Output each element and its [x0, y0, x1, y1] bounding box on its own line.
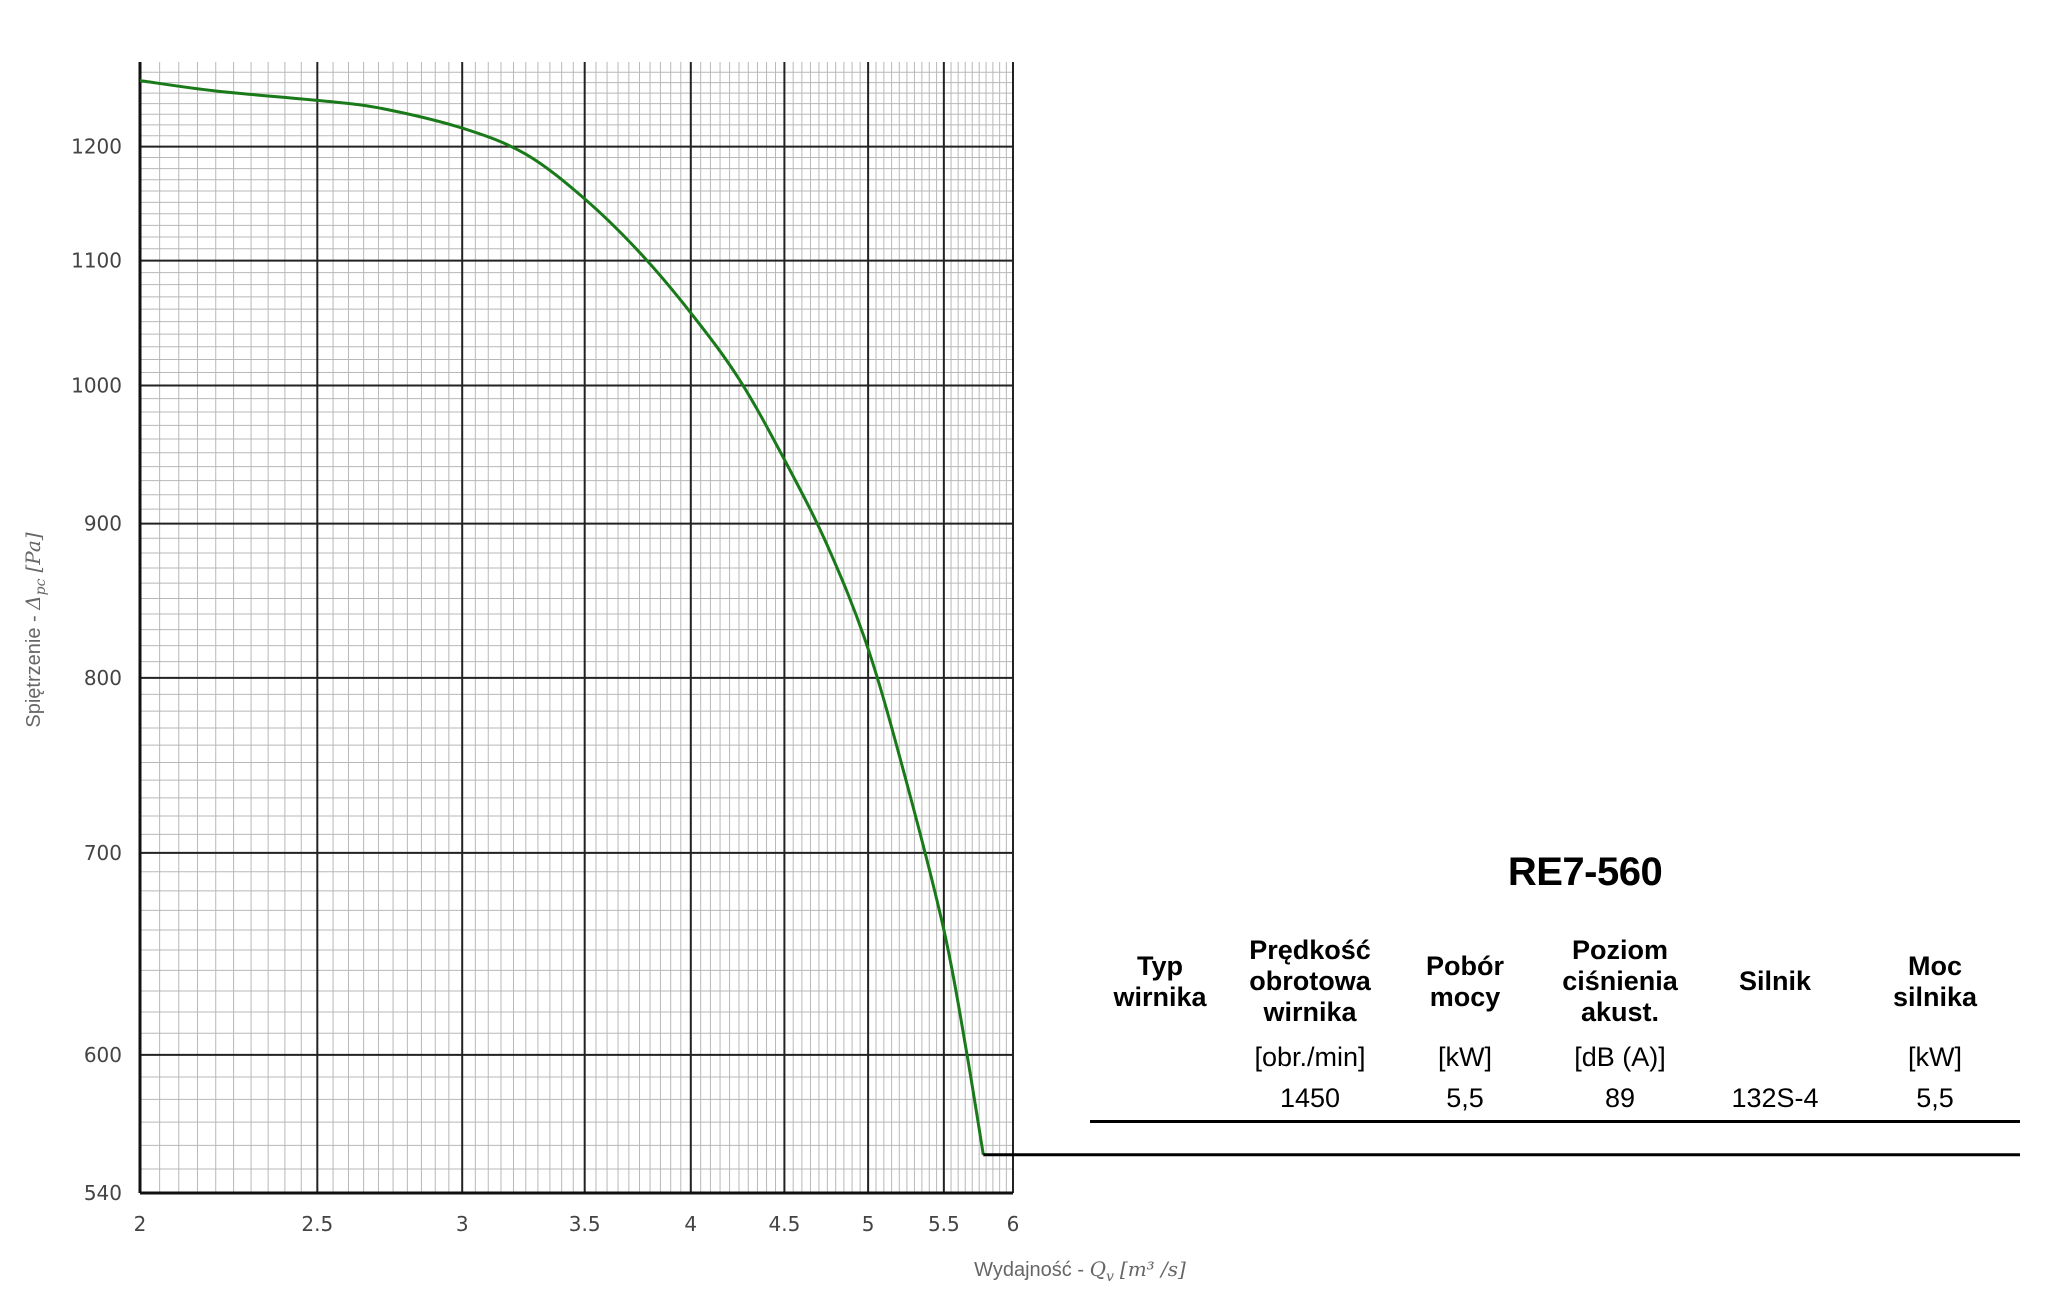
- y-axis-label: Spiętrzenie - Δpc[Pa]: [21, 532, 49, 727]
- header-power-consumption: Pobór mocy: [1426, 950, 1504, 1012]
- y-tick-label: 800: [84, 666, 122, 690]
- x-tick-label: 4.5: [768, 1212, 800, 1236]
- minor-grid: [140, 62, 1013, 1193]
- spec-table: Typ wirnika Prędkość obrotowa wirnika Pobór…: [1090, 935, 2020, 1123]
- x-tick-label: 2: [134, 1212, 147, 1236]
- unit-sound-pressure: [dB (A)]: [1574, 1042, 1666, 1072]
- y-tick-label: 900: [84, 512, 122, 536]
- y-tick-label: 600: [84, 1043, 122, 1067]
- fan-spec-panel: RE7-560 Typ wirnika Prędkość obrotowa wirni…: [1090, 850, 2020, 1123]
- model-title: RE7-560: [1507, 850, 1663, 894]
- y-tick-label: 1200: [71, 135, 122, 159]
- value-motor-power: 5,5: [1850, 1079, 2020, 1123]
- y-tick-label: 1000: [71, 374, 122, 398]
- x-tick-label: 2.5: [301, 1212, 333, 1236]
- header-sound-pressure: Poziom ciśnienia akust.: [1562, 935, 1678, 1027]
- value-impeller-type: [1090, 1079, 1230, 1123]
- header-impeller-type: Typ wirnika: [1113, 950, 1207, 1012]
- value-impeller-speed: 1450: [1230, 1079, 1390, 1123]
- y-tick-label: 700: [84, 841, 122, 865]
- x-tick-label: 6: [1007, 1212, 1020, 1236]
- spec-values-row: 1450 5,5 89 132S-4 5,5: [1090, 1079, 2020, 1123]
- x-tick-labels: 2 2.5 3 3.5 4 4.5 5 5.5 6: [134, 1212, 1020, 1236]
- unit-motor: [1700, 1038, 1850, 1079]
- fan-curve-line: [139, 79, 985, 1155]
- spec-units-row: [obr./min] [kW] [dB (A)] [kW]: [1090, 1038, 2020, 1079]
- header-motor: Silnik: [1738, 966, 1812, 996]
- axes: [138, 62, 1013, 1195]
- header-motor-power: Moc silnika: [1892, 950, 1978, 1012]
- y-tick-label: 540: [84, 1181, 122, 1205]
- unit-impeller-speed: [obr./min]: [1254, 1042, 1366, 1072]
- x-axis-label: Wydajność - Qv [m³ /s]: [974, 1257, 1186, 1285]
- x-tick-label: 5.5: [928, 1212, 960, 1236]
- series-layer: [139, 79, 2020, 1157]
- y-tick-labels: 540 600 700 800 900 1000 1100 1200: [71, 135, 122, 1205]
- x-tick-label: 5: [862, 1212, 875, 1236]
- value-sound-pressure: 89: [1540, 1079, 1700, 1123]
- unit-motor-power: [kW]: [1908, 1042, 1962, 1072]
- x-tick-label: 3: [456, 1212, 469, 1236]
- x-tick-label: 3.5: [569, 1212, 601, 1236]
- spec-header-row: Typ wirnika Prędkość obrotowa wirnika Pobór…: [1090, 935, 2020, 1038]
- header-impeller-speed: Prędkość obrotowa wirnika: [1249, 935, 1371, 1027]
- unit-impeller-type: [1090, 1038, 1230, 1079]
- value-motor: 132S-4: [1700, 1079, 1850, 1123]
- value-power-consumption: 5,5: [1390, 1079, 1540, 1123]
- unit-power-consumption: [kW]: [1438, 1042, 1492, 1072]
- y-tick-label: 1100: [71, 249, 122, 273]
- x-tick-label: 4: [684, 1212, 697, 1236]
- major-grid: [139, 62, 1014, 1194]
